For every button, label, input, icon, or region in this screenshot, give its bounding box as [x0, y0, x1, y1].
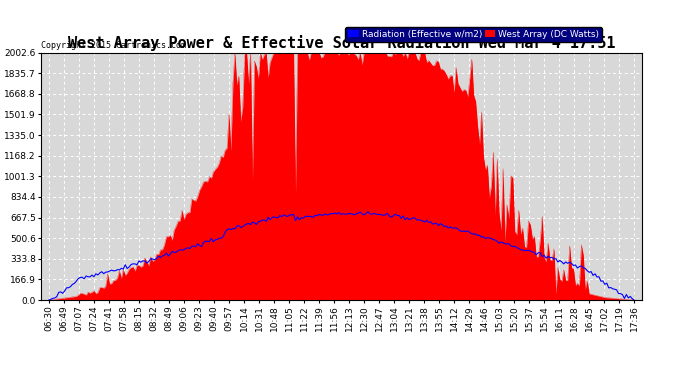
- Text: Copyright 2015 Cartronics.com: Copyright 2015 Cartronics.com: [41, 41, 186, 50]
- Legend: Radiation (Effective w/m2), West Array (DC Watts): Radiation (Effective w/m2), West Array (…: [345, 27, 602, 42]
- Title: West Array Power & Effective Solar Radiation Wed Mar 4 17:51: West Array Power & Effective Solar Radia…: [68, 35, 615, 51]
